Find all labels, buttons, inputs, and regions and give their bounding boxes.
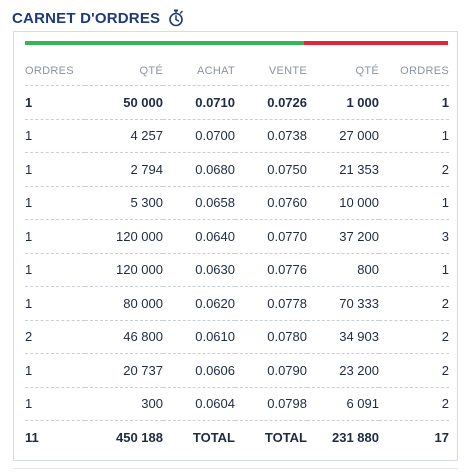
order-book-header: CARNET D'ORDRES [12, 8, 184, 28]
table-row: 2 46 800 0.0610 0.0780 34 903 2 [25, 320, 449, 354]
ask-price-cell: 0.0798 [235, 387, 307, 421]
sell-orders-cell: 1 [379, 186, 449, 220]
buy-orders-cell: 1 [25, 219, 85, 254]
bid-price-cell: 0.0640 [163, 219, 235, 254]
bid-price-cell: 0.0610 [163, 320, 235, 354]
sell-qty-cell: 1 000 [307, 85, 379, 120]
sell-orders-cell: 2 [379, 387, 449, 421]
buy-orders-cell: 1 [25, 186, 85, 220]
table-row: 1 20 737 0.0606 0.0790 23 200 2 [25, 353, 449, 388]
ask-price-cell: 0.0790 [235, 353, 307, 388]
buy-qty-cell: 120 000 [85, 253, 163, 287]
table-row: 1 50 000 0.0710 0.0726 1 000 1 [25, 85, 449, 120]
ask-price-cell: 0.0726 [235, 85, 307, 120]
sell-orders-cell: 2 [379, 320, 449, 354]
totals-row: 11 450 188 TOTAL TOTAL 231 880 17 [25, 421, 449, 454]
buy-qty-cell: 50 000 [85, 85, 163, 120]
sell-orders-cell: 2 [379, 286, 449, 321]
buy-qty-cell: 5 300 [85, 186, 163, 220]
table-row: 1 300 0.0604 0.0798 6 091 2 [25, 387, 449, 421]
sell-qty-cell: 37 200 [307, 219, 379, 254]
table-row: 1 120 000 0.0630 0.0776 800 1 [25, 253, 449, 287]
total-buy-orders-cell: 11 [25, 429, 39, 445]
bid-price-cell: 0.0630 [163, 253, 235, 287]
sell-orders-cell: 2 [379, 353, 449, 388]
sell-orders-cell: 1 [379, 253, 449, 287]
depth-bar [25, 41, 448, 45]
sell-qty-cell: 21 353 [307, 152, 379, 187]
ask-price-cell: 0.0738 [235, 119, 307, 153]
bid-price-cell: 0.0620 [163, 286, 235, 321]
header-sell-orders: ORDRES [379, 56, 449, 86]
buy-orders-cell: 1 [25, 353, 85, 388]
ask-price-cell: 0.0770 [235, 219, 307, 254]
sell-qty-cell: 800 [307, 253, 379, 287]
sell-orders-cell: 3 [379, 219, 449, 254]
bid-price-cell: 0.0700 [163, 119, 235, 153]
buy-orders-cell: 1 [25, 119, 85, 153]
sell-qty-cell: 10 000 [307, 186, 379, 220]
buy-orders-cell: 1 [25, 286, 85, 321]
bid-price-cell: 0.0604 [163, 387, 235, 421]
buy-orders-cell: 1 [25, 387, 85, 421]
header-buy-orders: ORDRES [25, 56, 85, 86]
bid-price-cell: 0.0680 [163, 152, 235, 187]
bid-price-cell: 0.0606 [163, 353, 235, 388]
sell-qty-cell: 6 091 [307, 387, 379, 421]
total-ask-price-cell: TOTAL [264, 429, 307, 445]
bottom-divider [13, 468, 458, 469]
buy-qty-cell: 80 000 [85, 286, 163, 321]
header-buy-qty: QTÉ [85, 56, 163, 86]
sell-qty-cell: 27 000 [307, 119, 379, 153]
sell-depth-bar [304, 41, 448, 45]
order-book-title: CARNET D'ORDRES [12, 9, 161, 27]
table-row: 1 120 000 0.0640 0.0770 37 200 3 [25, 219, 449, 254]
order-book-table: ORDRES QTÉ ACHAT VENTE QTÉ ORDRES 1 50 00… [25, 56, 449, 454]
buy-qty-cell: 300 [85, 387, 163, 421]
buy-qty-cell: 2 794 [85, 152, 163, 187]
header-bid: ACHAT [163, 56, 235, 86]
sell-orders-cell: 1 [379, 85, 449, 120]
bid-price-cell: 0.0710 [163, 85, 235, 120]
buy-depth-bar [25, 41, 305, 45]
table-header-row: ORDRES QTÉ ACHAT VENTE QTÉ ORDRES [25, 56, 449, 86]
order-book-card: ORDRES QTÉ ACHAT VENTE QTÉ ORDRES 1 50 00… [13, 31, 458, 461]
ask-price-cell: 0.0750 [235, 152, 307, 187]
ask-price-cell: 0.0780 [235, 320, 307, 354]
ask-price-cell: 0.0778 [235, 286, 307, 321]
header-sell-qty: QTÉ [307, 56, 379, 86]
table-row: 1 80 000 0.0620 0.0778 70 333 2 [25, 286, 449, 321]
sell-qty-cell: 34 903 [307, 320, 379, 354]
sell-orders-cell: 1 [379, 119, 449, 153]
ask-price-cell: 0.0760 [235, 186, 307, 220]
bid-price-cell: 0.0658 [163, 186, 235, 220]
total-sell-orders-cell: 17 [434, 429, 449, 445]
header-ask: VENTE [235, 56, 307, 86]
buy-orders-cell: 1 [25, 253, 85, 287]
ask-price-cell: 0.0776 [235, 253, 307, 287]
buy-qty-cell: 4 257 [85, 119, 163, 153]
sell-orders-cell: 2 [379, 152, 449, 187]
buy-qty-cell: 20 737 [85, 353, 163, 388]
buy-orders-cell: 1 [25, 152, 85, 187]
stopwatch-icon[interactable] [168, 9, 184, 27]
sell-qty-cell: 23 200 [307, 353, 379, 388]
buy-orders-cell: 1 [25, 85, 85, 120]
buy-qty-cell: 46 800 [85, 320, 163, 354]
total-sell-qty-cell: 231 880 [332, 429, 379, 445]
total-buy-qty-cell: 450 188 [116, 429, 163, 445]
sell-qty-cell: 70 333 [307, 286, 379, 321]
total-bid-price-cell: TOTAL [192, 429, 235, 445]
buy-qty-cell: 120 000 [85, 219, 163, 254]
buy-orders-cell: 2 [25, 320, 85, 354]
